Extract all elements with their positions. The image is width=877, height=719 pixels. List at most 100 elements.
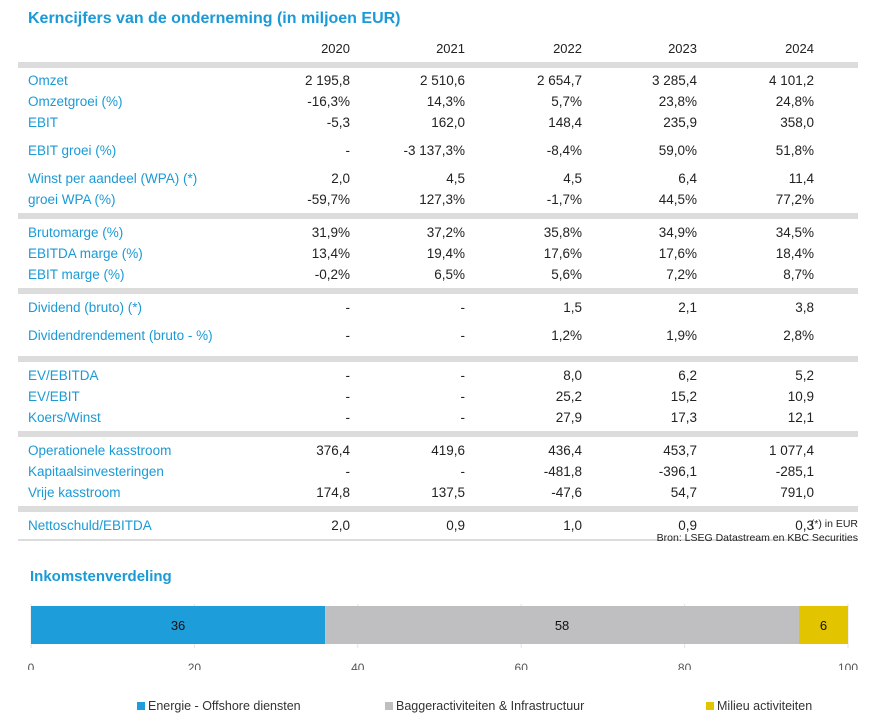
cell-value: -: [345, 367, 351, 383]
cell-value: 1,5: [563, 299, 582, 315]
cell-value: -481,8: [543, 463, 582, 479]
table-row: Dividendrendement (bruto - %) - - 1,2% 1,9% 2…: [18, 318, 858, 353]
table-row: EBIT groei (%) - -3 137,3% -8,4% 59,0% 51,8%: [18, 133, 858, 168]
cell-value: 2 510,6: [419, 72, 465, 88]
cell-value: 34,5%: [775, 224, 814, 240]
table-row: EV/EBITDA - - 8,0 6,2 5,2: [18, 365, 858, 386]
cell-value: 24,8%: [775, 93, 814, 109]
data-label: 36: [171, 618, 185, 633]
row-label: EBIT groei (%): [28, 142, 117, 158]
cell-value: 358,0: [780, 114, 814, 130]
cell-value: 1,9%: [666, 327, 697, 343]
row-label: Omzetgroei (%): [28, 93, 123, 109]
cell-value: 23,8%: [658, 93, 697, 109]
cell-value: 7,2%: [666, 266, 697, 282]
divider: [18, 213, 858, 219]
table-row: Vrije kasstroom 174,8 137,5 -47,6 54,7 791,0: [18, 482, 858, 503]
cell-value: 31,9%: [311, 224, 350, 240]
table-row: Kapitaalsinvesteringen - - -481,8 -396,1 -285…: [18, 461, 858, 482]
row-label: groei WPA (%): [28, 191, 116, 207]
cell-value: 59,0%: [658, 142, 697, 158]
table-row: Brutomarge (%) 31,9% 37,2% 35,8% 34,9% 34,5%: [18, 222, 858, 243]
cell-value: 34,9%: [658, 224, 697, 240]
legend-swatch: [385, 702, 393, 710]
table-row: Koers/Winst - - 27,9 17,3 12,1: [18, 407, 858, 428]
cell-value: 8,7%: [783, 266, 814, 282]
cell-value: 11,4: [788, 170, 814, 186]
cell-value: 2,1: [678, 299, 697, 315]
legend-label: Milieu activiteiten: [717, 699, 813, 713]
row-label: EBIT marge (%): [28, 266, 125, 282]
cell-value: 51,8%: [775, 142, 814, 158]
row-label: Brutomarge (%): [28, 224, 124, 240]
cell-value: 148,4: [548, 114, 582, 130]
cell-value: -285,1: [775, 463, 814, 479]
cell-value: 17,6%: [543, 245, 582, 261]
table-row: Nettoschuld/EBITDA 2,0 0,9 1,0 0,9 0,3: [18, 515, 858, 536]
cell-value: 1,0: [563, 517, 582, 533]
cell-value: 174,8: [316, 484, 350, 500]
cell-value: -: [460, 367, 466, 383]
year-header: 2024: [785, 41, 814, 56]
footnote: (*) in EUR: [810, 518, 858, 530]
legend-item: Baggeractiviteiten & Infrastructuur: [385, 699, 584, 713]
legend-item: Energie - Offshore diensten: [137, 699, 301, 713]
cell-value: 6,5%: [434, 266, 465, 282]
cell-value: 54,7: [670, 484, 697, 500]
row-label: EBITDA marge (%): [28, 245, 143, 261]
cell-value: -1,7%: [546, 191, 582, 207]
cell-value: -59,7%: [307, 191, 350, 207]
cell-value: 4,5: [563, 170, 582, 186]
divider: [18, 62, 858, 68]
table-row: EBIT marge (%) -0,2% 6,5% 5,6% 7,2% 8,7%: [18, 264, 858, 285]
legend-label: Energie - Offshore diensten: [148, 699, 301, 713]
table-row: EV/EBIT - - 25,2 15,2 10,9: [18, 386, 858, 407]
cell-value: 2 654,7: [536, 72, 582, 88]
x-tick-label: 100: [838, 661, 858, 670]
cell-value: -: [345, 409, 351, 425]
cell-value: 419,6: [431, 442, 465, 458]
cell-value: 12,1: [787, 409, 814, 425]
cell-value: 235,9: [663, 114, 697, 130]
cell-value: 5,6%: [551, 266, 582, 282]
x-tick-label: 0: [28, 661, 35, 670]
cell-value: 14,3%: [426, 93, 465, 109]
cell-value: 8,0: [563, 367, 582, 383]
cell-value: -16,3%: [307, 93, 350, 109]
cell-value: 10,9: [787, 388, 814, 404]
bar-segment: [798, 606, 848, 644]
cell-value: 127,3%: [419, 191, 465, 207]
row-label: Dividend (bruto) (*): [28, 299, 143, 315]
cell-value: -0,2%: [314, 266, 350, 282]
cell-value: -: [345, 388, 351, 404]
cell-value: 6,4: [678, 170, 697, 186]
cell-value: -3 137,3%: [403, 142, 465, 158]
table-row: Omzet 2 195,8 2 510,6 2 654,7 3 285,4 4 101,2: [18, 70, 858, 91]
cell-value: 25,2: [555, 388, 582, 404]
x-tick-label: 40: [351, 661, 365, 670]
row-label: Vrije kasstroom: [28, 484, 121, 500]
cell-value: 137,5: [431, 484, 465, 500]
x-tick-label: 80: [678, 661, 692, 670]
cell-value: 453,7: [663, 442, 697, 458]
cell-value: 37,2%: [426, 224, 465, 240]
table-row: Dividend (bruto) (*) - - 1,5 2,1 3,8: [18, 297, 858, 318]
table-row: EBIT -5,3 162,0 148,4 235,9 358,0: [18, 112, 858, 133]
cell-value: -: [345, 299, 351, 315]
cell-value: -5,3: [326, 114, 350, 130]
row-label: EV/EBIT: [28, 388, 80, 404]
income-chart: 0 20 40 60 80 100 36 58 6: [28, 604, 858, 670]
legend-label: Baggeractiviteiten & Infrastructuur: [396, 699, 585, 713]
cell-value: -: [345, 327, 351, 343]
cell-value: 0,9: [678, 517, 697, 533]
cell-value: 77,2%: [775, 191, 814, 207]
divider: [18, 288, 858, 294]
cell-value: 0,9: [446, 517, 465, 533]
page-title: Kerncijfers van de onderneming (in miljo…: [28, 10, 401, 27]
cell-value: 15,2: [670, 388, 697, 404]
cell-value: 35,8%: [543, 224, 582, 240]
table-row: Operationele kasstroom 376,4 419,6 436,4 453…: [18, 440, 858, 461]
divider: [18, 356, 858, 362]
cell-value: 376,4: [316, 442, 350, 458]
row-label: EBIT: [28, 114, 59, 130]
